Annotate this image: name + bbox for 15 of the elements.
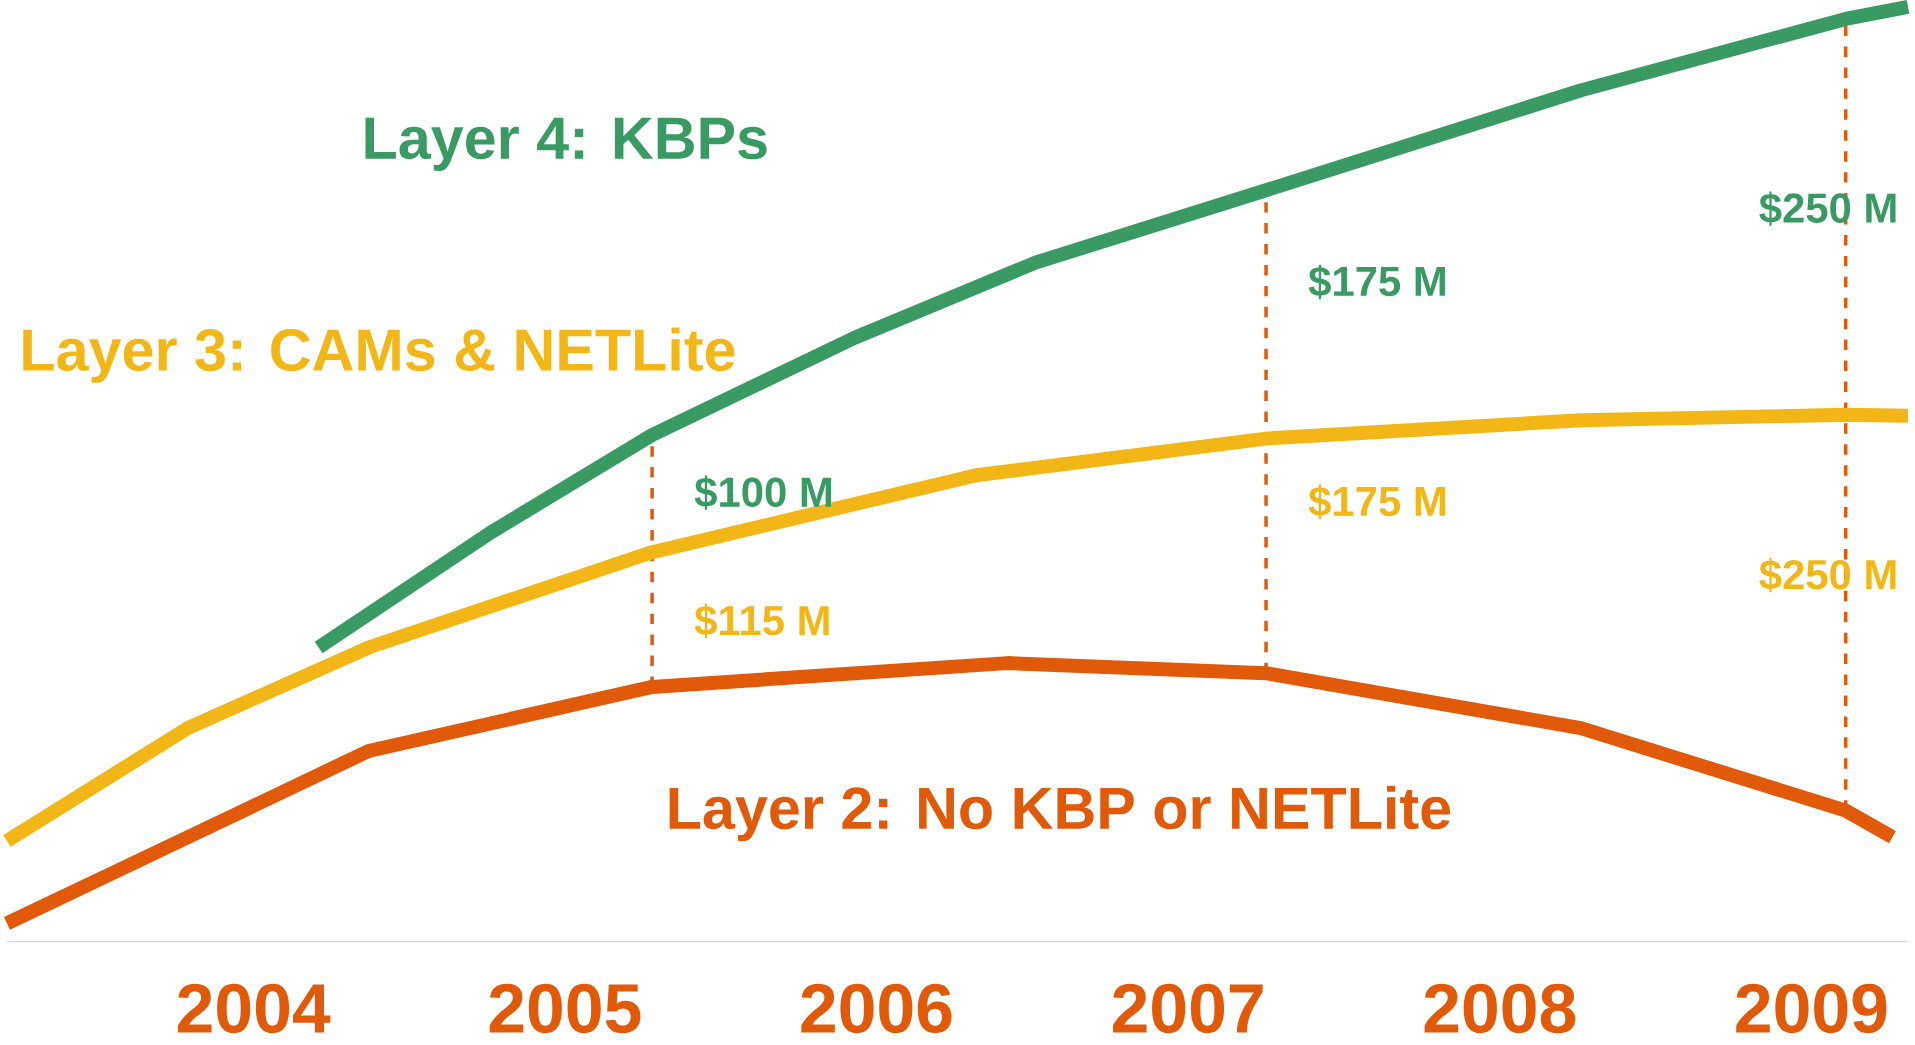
series-label: Layer 2: No KBP or NETLite bbox=[669, 785, 1451, 842]
annotation: $250 M bbox=[1759, 191, 1896, 226]
x-tick-label: 2007 bbox=[1112, 983, 1263, 1034]
annotation: $175 M bbox=[1308, 264, 1445, 300]
annotation: $115 M bbox=[694, 603, 829, 639]
annotation: $250 M bbox=[1759, 558, 1896, 593]
annotation: $100 M bbox=[694, 475, 831, 510]
x-tick-label: 2004 bbox=[177, 983, 331, 1034]
x-tick-label: 2005 bbox=[489, 983, 641, 1034]
x-tick-label: 2006 bbox=[801, 983, 952, 1034]
annotation: $175 M bbox=[1308, 484, 1445, 520]
text: Layer 4: KBPs bbox=[365, 117, 767, 172]
x-tick-label: 2009 bbox=[1736, 983, 1887, 1034]
x-tick-label: 2008 bbox=[1424, 983, 1576, 1034]
text: Layer 3: CAMs & NETLite bbox=[23, 327, 735, 383]
